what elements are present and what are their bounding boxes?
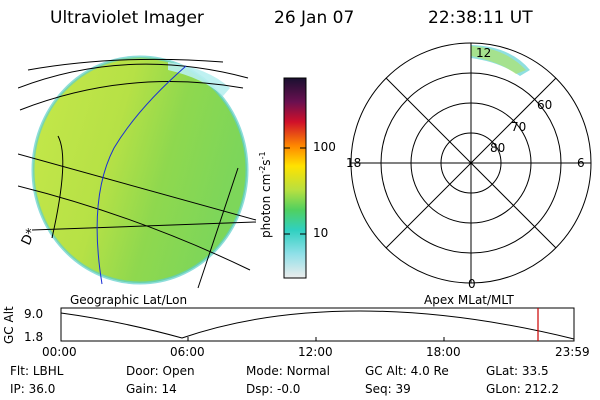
altitude-plot-frame	[60, 307, 575, 342]
meta-glon: GLon: 212.2	[486, 382, 559, 396]
mlt-label-0: 0	[468, 277, 476, 291]
altitude-ylabel: GC Alt	[2, 306, 16, 344]
meta-gain: Gain: 14	[126, 382, 177, 396]
meta-filter: Flt: LBHL	[10, 364, 64, 378]
aurora-patch	[168, 62, 230, 96]
mlt-diagonal-2	[385, 77, 557, 249]
geographic-image-panel: D*	[18, 55, 257, 289]
colorbar-tick-10: 10	[313, 226, 329, 240]
meta-dsp: Dsp: -0.0	[246, 382, 301, 396]
observation-date: 26 Jan 07	[274, 8, 355, 28]
mlat-label-70: 70	[511, 120, 527, 134]
time-tick-0000: 00:00	[42, 345, 77, 359]
geographic-label: Geographic Lat/Lon	[70, 293, 188, 307]
colorbar-tick-100: 100	[313, 140, 336, 154]
colorbar-unit-label: photon cm-2s-1	[258, 151, 273, 238]
mlat-label-80: 80	[490, 141, 506, 155]
mlt-label-18: 18	[346, 156, 362, 170]
polar-mlt-plot	[350, 42, 592, 284]
altitude-plot	[60, 307, 575, 342]
time-tick-0600: 06:00	[170, 345, 205, 359]
edge-glyph: D*	[19, 226, 40, 248]
altitude-tick-min: 1.8	[24, 330, 44, 344]
mlat-label-60: 60	[537, 98, 553, 112]
meta-door: Door: Open	[126, 364, 195, 378]
meta-mode: Mode: Normal	[246, 364, 330, 378]
observation-time: 22:38:11 UT	[428, 8, 533, 28]
time-tick-1200: 12:00	[298, 345, 333, 359]
time-tick-1800: 18:00	[426, 345, 461, 359]
longitude-lines	[51, 65, 239, 289]
meta-gc-alt: GC Alt: 4.0 Re	[365, 364, 449, 378]
instrument-title: Ultraviolet Imager	[50, 8, 204, 28]
altitude-curve	[60, 310, 575, 340]
meta-glat: GLat: 33.5	[486, 364, 549, 378]
altitude-tick-max: 9.0	[24, 307, 44, 321]
apex-label: Apex MLat/MLT	[424, 293, 514, 307]
latitude-lines	[18, 58, 257, 271]
mlt-label-6: 6	[577, 156, 585, 170]
meta-seq: Seq: 39	[365, 382, 411, 396]
time-tick-2359: 23:59	[555, 345, 590, 359]
earth-disk	[33, 57, 247, 283]
meta-ip: IP: 36.0	[10, 382, 56, 396]
mlt-label-12: 12	[476, 46, 492, 60]
color-scale-bar	[283, 77, 307, 279]
